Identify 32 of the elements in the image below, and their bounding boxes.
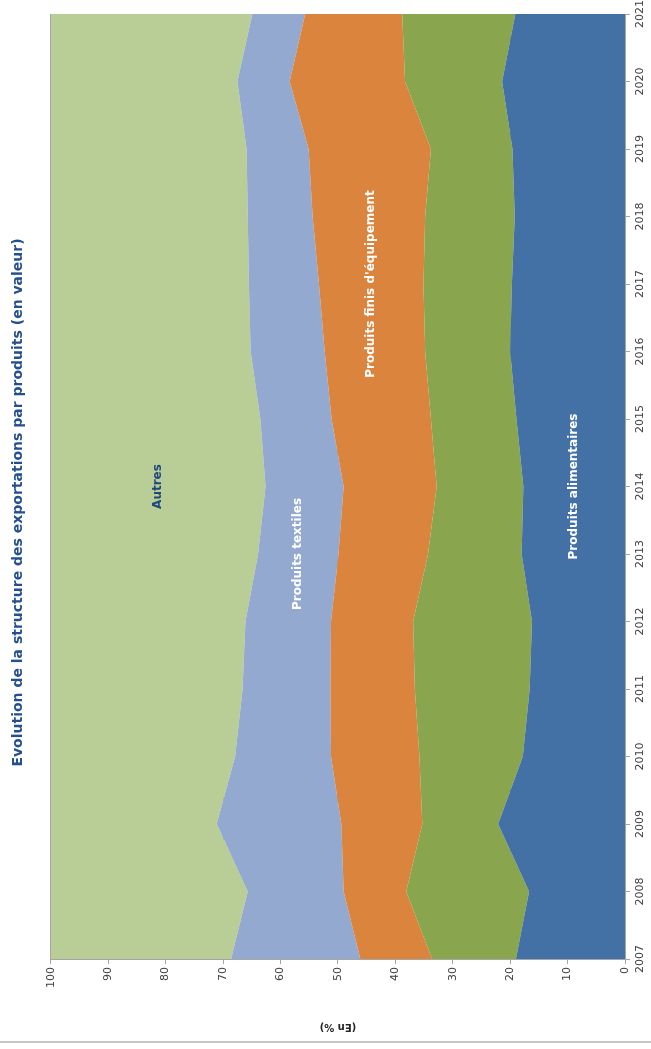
x-tick-label: 40	[388, 967, 402, 981]
y-tick-label: 2015	[632, 405, 646, 433]
y-tick-label: 2014	[632, 472, 646, 501]
y-tick-label: 2012	[632, 607, 646, 636]
text: Evolution de la structure des exportations par produits (en valeur)	[9, 238, 26, 767]
y-tick-label: 2017	[632, 270, 646, 298]
x-tick-label: 60	[273, 967, 287, 981]
y-tick-label: 2018	[632, 202, 646, 231]
y-tick-label: 2011	[632, 675, 646, 703]
y-tick-label: 2008	[632, 877, 646, 906]
series-label: Produits textiles	[290, 497, 305, 611]
x-tick-label: 30	[445, 967, 459, 981]
y-tick-label: 2009	[632, 810, 646, 838]
x-tick-label: 70	[215, 967, 229, 981]
x-tick-label: 50	[330, 967, 344, 981]
y-tick-label: 2019	[632, 135, 646, 163]
y-tick-label: 2016	[632, 337, 646, 366]
y-tick-label: 2010	[632, 742, 646, 771]
x-tick-label: 80	[158, 967, 172, 981]
y-tick-label: 2021	[632, 0, 646, 28]
x-tick-label: 20	[503, 967, 517, 981]
x-axis-title: (En %)	[319, 1022, 357, 1034]
x-tick-label: 0	[617, 967, 631, 974]
series-label: Produits alimentaires	[566, 413, 581, 560]
series-label: Autres	[150, 464, 165, 509]
y-tick-label: 2020	[632, 67, 646, 96]
y-tick-label: 2007	[632, 945, 646, 973]
x-tick-label: 100	[43, 967, 57, 988]
series-label: Produits finis d'équipement	[363, 190, 378, 378]
y-tick-label: 2013	[632, 540, 646, 568]
x-tick-label: 10	[560, 967, 574, 981]
x-tick-label: 90	[101, 967, 115, 981]
